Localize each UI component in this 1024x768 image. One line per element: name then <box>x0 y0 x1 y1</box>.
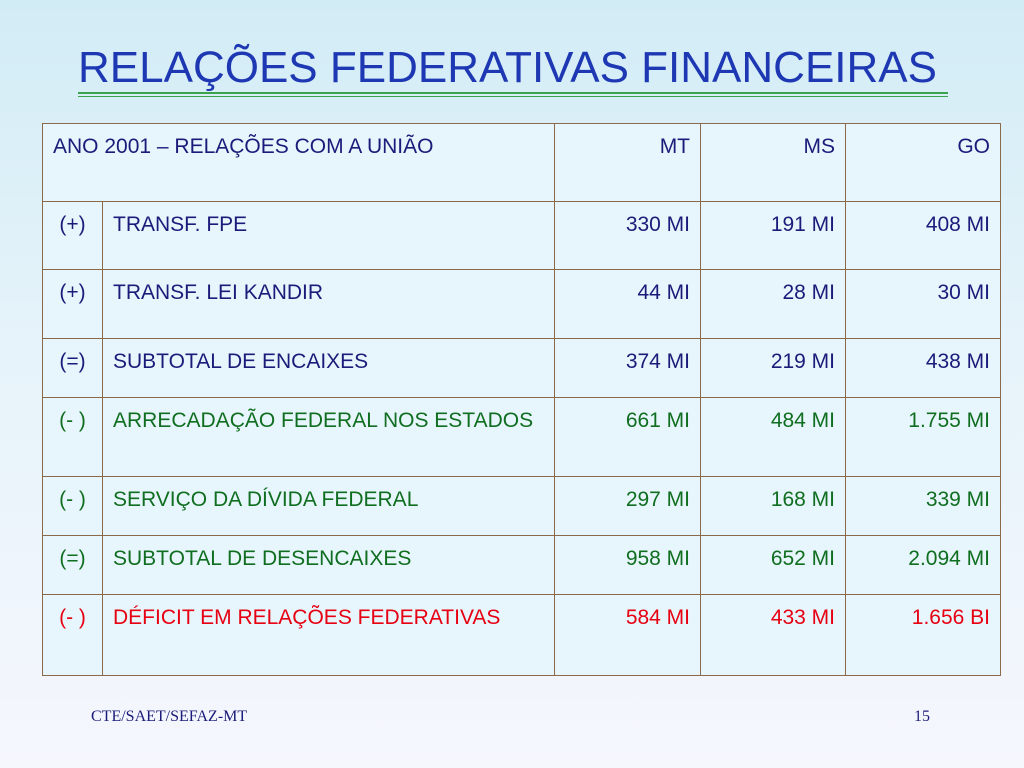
slide-number: 15 <box>914 708 930 725</box>
footer-source: CTE/SAET/SEFAZ-MT <box>91 708 248 725</box>
table-header-row: ANO 2001 – RELAÇÕES COM A UNIÃO MT MS GO <box>41 123 1002 202</box>
row-label: SERVIÇO DA DÍVIDA FEDERAL <box>101 476 556 536</box>
row-label: DÉFICIT EM RELAÇÕES FEDERATIVAS <box>101 594 556 676</box>
row-label: TRANSF. FPE <box>101 201 556 270</box>
row-mt: 297 MI <box>554 476 702 536</box>
row-go: 339 MI <box>845 476 1002 536</box>
row-mt: 44 MI <box>554 269 702 339</box>
financial-relations-table: ANO 2001 – RELAÇÕES COM A UNIÃO MT MS GO… <box>41 123 1002 676</box>
row-sign: (+) <box>42 201 103 270</box>
row-go: 438 MI <box>845 338 1002 398</box>
header-label: ANO 2001 – RELAÇÕES COM A UNIÃO <box>41 123 556 202</box>
row-go: 2.094 MI <box>845 535 1002 595</box>
row-label: ARRECADAÇÃO FEDERAL NOS ESTADOS <box>101 397 556 477</box>
table-row: (=) SUBTOTAL DE ENCAIXES 374 MI 219 MI 4… <box>42 338 1002 398</box>
table-row: (- ) ARRECADAÇÃO FEDERAL NOS ESTADOS 661… <box>42 397 1002 477</box>
row-sign: (- ) <box>42 594 103 676</box>
header-go: GO <box>845 123 1002 202</box>
row-mt: 661 MI <box>554 397 702 477</box>
table-row: (- ) SERVIÇO DA DÍVIDA FEDERAL 297 MI 16… <box>42 476 1002 536</box>
row-ms: 484 MI <box>700 397 847 477</box>
row-label: TRANSF. LEI KANDIR <box>101 269 556 339</box>
header-ms: MS <box>700 123 847 202</box>
row-go: 1.755 MI <box>845 397 1002 477</box>
row-mt: 330 MI <box>554 201 702 270</box>
table-row: (+) TRANSF. FPE 330 MI 191 MI 408 MI <box>42 201 1002 270</box>
row-go: 408 MI <box>845 201 1002 270</box>
row-sign: (=) <box>42 338 103 398</box>
table-row: (+) TRANSF. LEI KANDIR 44 MI 28 MI 30 MI <box>42 269 1002 339</box>
row-sign: (- ) <box>42 476 103 536</box>
row-ms: 433 MI <box>700 594 847 676</box>
title-underline-thin <box>78 96 948 97</box>
page-title: RELAÇÕES FEDERATIVAS FINANCEIRAS <box>78 43 937 92</box>
row-sign: (+) <box>42 269 103 339</box>
row-label: SUBTOTAL DE DESENCAIXES <box>101 535 556 595</box>
row-sign: (- ) <box>42 397 103 477</box>
row-ms: 191 MI <box>700 201 847 270</box>
row-ms: 652 MI <box>700 535 847 595</box>
row-mt: 374 MI <box>554 338 702 398</box>
row-mt: 958 MI <box>554 535 702 595</box>
table-row: (- ) DÉFICIT EM RELAÇÕES FEDERATIVAS 584… <box>42 594 1002 676</box>
row-mt: 584 MI <box>554 594 702 676</box>
table-row: (=) SUBTOTAL DE DESENCAIXES 958 MI 652 M… <box>42 535 1002 595</box>
row-go: 30 MI <box>845 269 1002 339</box>
row-go: 1.656 BI <box>845 594 1002 676</box>
row-label: SUBTOTAL DE ENCAIXES <box>101 338 556 398</box>
title-underline <box>78 92 948 94</box>
row-ms: 219 MI <box>700 338 847 398</box>
header-mt: MT <box>554 123 702 202</box>
row-ms: 28 MI <box>700 269 847 339</box>
row-ms: 168 MI <box>700 476 847 536</box>
row-sign: (=) <box>42 535 103 595</box>
